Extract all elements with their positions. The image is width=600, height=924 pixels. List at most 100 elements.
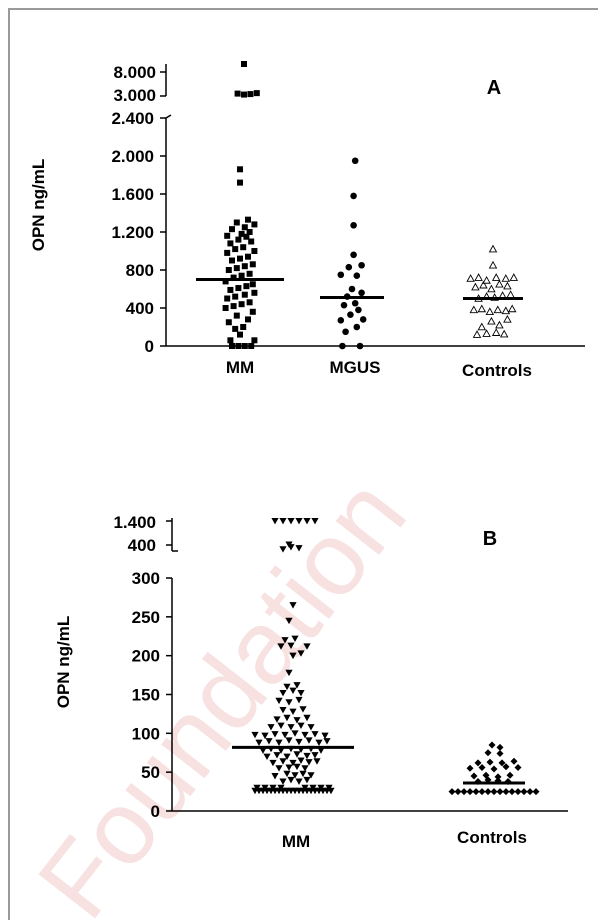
point-a-mm: [224, 232, 231, 239]
category-label-controls: Controls: [457, 828, 527, 847]
point-b-mm: [295, 696, 303, 704]
point-a-controls: [488, 260, 498, 269]
tick-label-a-3000: 3.000: [113, 86, 156, 105]
point-a-mm: [245, 216, 251, 223]
point-a-mgus: [342, 328, 349, 336]
point-b-mm: [293, 763, 301, 771]
point-a-controls: [493, 305, 503, 314]
point-a-controls: [501, 306, 511, 315]
panel-b-y-axis: 1.400 400: [113, 513, 568, 812]
point-a-mm: [225, 319, 232, 326]
point-a-mm: [249, 261, 256, 268]
point-b-mm: [279, 707, 287, 714]
point-b-mm: [285, 699, 293, 706]
point-b-mm: [291, 635, 299, 642]
panel-b-label: B: [483, 528, 497, 550]
point-a-mm: [247, 91, 254, 98]
point-a-mm: [251, 337, 258, 344]
point-b-controls: [498, 759, 506, 767]
tick-label-a-3: 1.200: [111, 223, 154, 242]
point-a-mgus: [356, 342, 364, 350]
point-a-mm: [237, 179, 243, 186]
point-b-mm: [273, 752, 281, 759]
category-label-mm: MM: [226, 358, 254, 377]
tick-label-a-2: 1.600: [111, 185, 154, 204]
point-b-mm: [321, 732, 329, 740]
point-b-controls: [478, 788, 486, 796]
point-b-controls: [496, 750, 504, 758]
point-a-mm: [235, 236, 242, 243]
point-b-controls: [466, 764, 474, 772]
point-a-mm: [225, 267, 232, 273]
point-a-mm: [237, 166, 243, 173]
panel-a-label: A: [487, 77, 501, 99]
point-b-mm: [277, 643, 285, 650]
tick-label-b-0: 300: [132, 569, 160, 588]
point-a-mgus: [358, 289, 365, 297]
point-a-mm: [251, 248, 258, 254]
point-b-controls: [526, 788, 534, 796]
point-b-mm: [271, 518, 279, 525]
point-b-mm: [315, 739, 323, 747]
point-b-mm: [303, 518, 311, 525]
point-a-controls: [491, 273, 501, 281]
point-a-mgus: [340, 301, 348, 309]
point-b-mm: [283, 714, 291, 722]
point-a-mm: [248, 238, 255, 245]
tick-label-b-4: 100: [132, 724, 160, 743]
point-a-controls: [499, 329, 509, 338]
point-a-mm: [227, 286, 234, 293]
tick-label-a-1: 2.000: [111, 147, 154, 166]
point-a-mm: [229, 343, 235, 349]
point-a-mm: [238, 301, 245, 308]
point-b-mm: [285, 617, 293, 625]
point-a-mm: [246, 270, 253, 277]
point-a-mgus: [359, 316, 367, 323]
tick-label-a-0: 2.400: [111, 109, 154, 128]
point-a-controls: [485, 307, 495, 316]
point-b-mm: [269, 759, 277, 767]
point-b-mm: [297, 650, 305, 657]
point-a-mgus: [353, 323, 361, 331]
point-b-mm: [289, 759, 297, 767]
category-label-controls: Controls: [462, 361, 532, 380]
point-a-controls: [479, 280, 488, 289]
point-a-mm: [251, 289, 258, 296]
panel-b-ylabel: OPN ng/mL: [54, 616, 73, 709]
point-b-mm: [303, 752, 311, 760]
point-a-mm: [238, 230, 245, 237]
point-b-mm: [285, 764, 293, 771]
point-b-mm: [293, 717, 301, 724]
point-a-mm: [248, 343, 255, 349]
point-a-mgus: [348, 285, 356, 293]
point-a-controls: [503, 314, 512, 323]
watermark: Foundation: [17, 458, 429, 924]
point-a-mm: [241, 224, 248, 231]
point-b-controls: [490, 788, 498, 796]
category-label-mgus: MGUS: [330, 358, 381, 377]
point-a-controls: [477, 322, 487, 331]
point-a-controls: [466, 274, 475, 282]
point-b-mm: [283, 683, 291, 691]
point-b-controls: [510, 757, 518, 765]
panel-a-break-mark: [165, 114, 172, 119]
point-b-mm: [289, 687, 297, 695]
point-b-mm: [279, 758, 287, 765]
point-b-mm: [281, 637, 289, 644]
point-b-controls: [496, 743, 504, 751]
point-b-mm: [317, 784, 325, 792]
point-b-mm: [275, 697, 283, 705]
point-b-controls: [532, 788, 540, 796]
point-a-mm: [235, 285, 242, 292]
point-a-mm: [241, 91, 247, 98]
point-a-mm: [232, 293, 239, 300]
point-a-controls: [477, 304, 487, 313]
point-b-controls: [470, 772, 478, 780]
category-label-mm: MM: [282, 832, 310, 851]
point-a-mgus: [353, 272, 361, 280]
point-b-mm: [283, 753, 291, 761]
point-b-mm: [277, 784, 285, 792]
point-a-controls: [491, 328, 501, 336]
point-a-mgus: [358, 261, 365, 269]
point-b-mm: [307, 724, 315, 731]
